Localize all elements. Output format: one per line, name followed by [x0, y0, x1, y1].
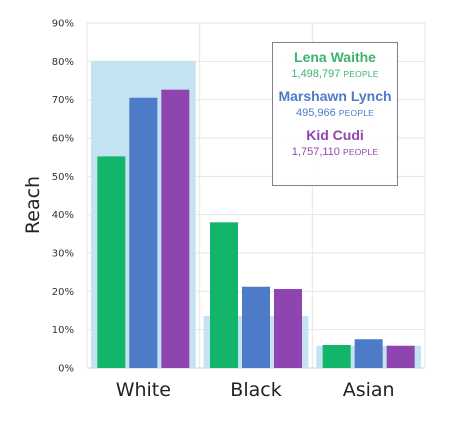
data-bars [97, 89, 415, 368]
legend-value-line: 1,757,110 PEOPLE [273, 144, 397, 160]
x-tick-label: Black [230, 379, 281, 401]
bar-kid-cudi-white [161, 89, 190, 368]
bar-marshawn-lynch-white [129, 97, 158, 368]
bar-marshawn-lynch-black [242, 286, 270, 368]
legend-entry-kid-cudi: Kid Cudi 1,757,110 PEOPLE [273, 127, 397, 160]
y-tick-label: 40% [52, 210, 74, 221]
legend: Lena Waithe 1,498,797 PEOPLE Marshawn Ly… [272, 42, 398, 186]
y-tick-label: 20% [52, 287, 74, 298]
bar-lena-waithe-asian [322, 345, 351, 368]
x-tick-label: Asian [343, 379, 395, 401]
legend-value: 1,757,110 [291, 146, 340, 158]
bar-kid-cudi-black [274, 289, 302, 368]
legend-unit: PEOPLE [343, 69, 379, 79]
y-tick-label: 0% [58, 364, 74, 375]
y-tick-label: 50% [52, 172, 74, 183]
legend-value-line: 1,498,797 PEOPLE [273, 66, 397, 82]
legend-unit: PEOPLE [342, 147, 379, 157]
bar-lena-waithe-black [210, 222, 238, 368]
y-tick-label: 80% [52, 57, 74, 68]
y-tick-label: 10% [52, 325, 74, 336]
bar-kid-cudi-asian [386, 345, 415, 368]
legend-name: Kid Cudi [306, 127, 364, 143]
x-tick-labels: White Black Asian [116, 379, 395, 401]
legend-name: Lena Waithe [294, 49, 376, 65]
legend-value: 495,966 [295, 107, 336, 119]
legend-value: 1,498,797 [291, 68, 341, 80]
legend-unit: PEOPLE [338, 108, 375, 118]
bar-lena-waithe-white [97, 156, 126, 368]
x-tick-label: White [116, 379, 171, 401]
y-tick-label: 30% [52, 249, 74, 260]
y-tick-label: 70% [52, 95, 74, 106]
legend-name: Marshawn Lynch [278, 88, 392, 104]
bar-marshawn-lynch-asian [354, 339, 383, 368]
y-tick-label: 90% [52, 19, 74, 30]
y-tick-labels: 0% 10% 20% 30% 40% 50% 60% 70% 80% 90% [52, 19, 74, 375]
legend-entry-marshawn-lynch: Marshawn Lynch 495,966 PEOPLE [273, 88, 397, 121]
y-tick-label: 60% [52, 134, 74, 145]
y-axis-label: Reach [22, 176, 44, 234]
legend-entry-lena-waithe: Lena Waithe 1,498,797 PEOPLE [273, 49, 397, 82]
legend-value-line: 495,966 PEOPLE [273, 105, 397, 121]
